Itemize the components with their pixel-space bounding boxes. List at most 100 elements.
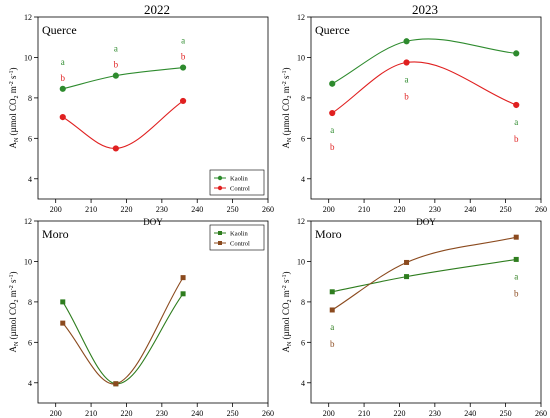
- col-title-2023: 2023: [412, 2, 438, 17]
- sig-letter-control: b: [514, 134, 519, 144]
- y-tick-label: 8: [28, 298, 32, 307]
- y-tick-label: 6: [28, 338, 32, 347]
- legend-label: Kaolin: [230, 231, 248, 238]
- sig-letter-control: b: [181, 52, 186, 62]
- x-tick-label: 220: [120, 409, 132, 418]
- x-axis-label: DOY: [143, 217, 163, 227]
- plot-frame: [310, 16, 542, 200]
- panel-title: Quercе: [42, 23, 77, 37]
- data-point-kaolin: [513, 50, 520, 57]
- y-tick-label: 12: [24, 217, 32, 226]
- y-axis-label: AN (µmol CO2 m-2 s-1): [281, 271, 293, 352]
- x-tick-label: 210: [358, 205, 370, 214]
- plot-frame: [310, 220, 542, 404]
- sig-letter-control: b: [514, 288, 519, 298]
- x-tick-label: 260: [535, 205, 547, 214]
- data-point-kaolin: [180, 291, 186, 297]
- legend-marker: [217, 185, 223, 191]
- legend: Kaolin Control: [209, 224, 265, 251]
- x-tick-label: 210: [85, 409, 97, 418]
- data-point-kaolin: [112, 72, 119, 79]
- data-point-control: [403, 59, 410, 66]
- series-line-kaolin: [62, 293, 184, 385]
- sig-letter-control: b: [404, 92, 409, 102]
- data-point-kaolin: [59, 85, 66, 92]
- x-tick-label: 260: [262, 205, 274, 214]
- data-point-control: [60, 320, 66, 326]
- series-line-control: [62, 277, 184, 385]
- sig-letter-control: b: [330, 339, 335, 349]
- plot-frame: [37, 16, 269, 200]
- data-point-control: [113, 381, 119, 387]
- legend-marker: [218, 231, 222, 235]
- legend: Kaolin Control: [209, 169, 265, 196]
- x-tick-label: 240: [464, 205, 476, 214]
- series-line-control: [331, 61, 517, 114]
- series-line-kaolin: [332, 258, 517, 293]
- sig-letter-kaolin: a: [405, 75, 409, 85]
- col-title-2022: 2022: [144, 2, 170, 17]
- legend-marker: [218, 241, 222, 245]
- x-tick-label: 220: [393, 409, 405, 418]
- legend-box: [209, 224, 265, 251]
- x-tick-label: 230: [156, 205, 168, 214]
- y-tick-label: 12: [297, 13, 305, 22]
- series-line-kaolin: [331, 38, 517, 85]
- x-tick-label: 210: [358, 409, 370, 418]
- x-tick-label: 230: [156, 409, 168, 418]
- legend-label: Control: [230, 241, 250, 248]
- data-point-kaolin: [60, 299, 66, 305]
- series-line-kaolin: [62, 67, 184, 90]
- x-tick-label: 200: [323, 205, 335, 214]
- y-tick-label: 8: [301, 94, 305, 103]
- panel-title: Moro: [315, 227, 342, 241]
- y-axis-label: AN (µmol CO2 m-2 s-1): [8, 271, 20, 352]
- data-point-control: [59, 114, 66, 121]
- data-point-control: [180, 275, 186, 281]
- x-tick-label: 240: [191, 205, 203, 214]
- legend-marker: [217, 175, 223, 181]
- x-tick-label: 200: [323, 409, 335, 418]
- sig-letter-kaolin: a: [514, 271, 518, 281]
- legend-box: [209, 169, 265, 196]
- panel-title: Moro: [42, 227, 69, 241]
- legend-label: Control: [230, 186, 250, 193]
- data-point-control: [513, 234, 519, 240]
- sig-letter-kaolin: a: [330, 125, 334, 135]
- x-tick-label: 200: [50, 205, 62, 214]
- x-tick-label: 250: [500, 205, 512, 214]
- panel-2: 200 210 220 230 240 250 260 4 6 8 10 12 DOY AN (µmol …: [281, 13, 547, 227]
- sig-letter-kaolin: a: [114, 44, 118, 54]
- y-tick-label: 6: [28, 134, 32, 143]
- y-tick-label: 6: [301, 134, 305, 143]
- panel-1: 200 210 220 230 240 250 260 4 6 8 10 12 DOY AN (µmol …: [8, 13, 274, 227]
- x-tick-label: 210: [85, 205, 97, 214]
- panel-4: 200 210 220 230 240 250 260 4 6 8 10 12 DOY AN (µmol …: [281, 217, 547, 418]
- y-tick-label: 12: [24, 13, 32, 22]
- y-tick-label: 10: [24, 257, 32, 266]
- legend-label: Kaolin: [230, 176, 248, 183]
- sig-letter-kaolin: a: [514, 117, 518, 127]
- y-tick-label: 4: [301, 379, 305, 388]
- data-point-control: [404, 259, 410, 265]
- y-tick-label: 4: [301, 175, 305, 184]
- data-point-kaolin: [329, 289, 335, 295]
- panel-title: Querce: [315, 23, 350, 37]
- x-tick-label: 250: [500, 409, 512, 418]
- x-tick-label: 230: [429, 409, 441, 418]
- sig-letter-kaolin: a: [61, 57, 65, 67]
- data-point-kaolin: [404, 274, 410, 280]
- panel-3: 200 210 220 230 240 250 260 4 6 8 10 12 DOY AN (µmol …: [8, 217, 274, 418]
- x-tick-label: 240: [464, 409, 476, 418]
- series-line-control: [62, 100, 184, 149]
- x-tick-label: 260: [535, 409, 547, 418]
- data-point-kaolin: [329, 80, 336, 87]
- x-tick-label: 220: [393, 205, 405, 214]
- sig-letter-control: b: [61, 73, 66, 83]
- y-tick-label: 10: [297, 257, 305, 266]
- y-tick-label: 10: [297, 53, 305, 62]
- y-axis-label: AN (µmol CO2 m-2 s-1): [8, 67, 20, 148]
- y-tick-label: 12: [297, 217, 305, 226]
- sig-letter-control: b: [114, 60, 119, 70]
